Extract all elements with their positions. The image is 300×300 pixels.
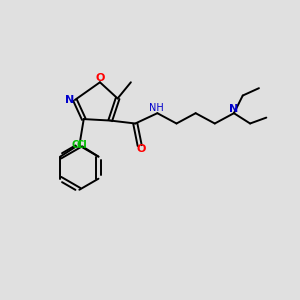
Text: N: N <box>65 95 74 105</box>
Text: O: O <box>136 144 146 154</box>
Text: Cl: Cl <box>76 140 87 150</box>
Text: N: N <box>229 104 239 114</box>
Text: Cl: Cl <box>72 140 82 150</box>
Text: O: O <box>95 74 105 83</box>
Text: NH: NH <box>148 103 163 113</box>
